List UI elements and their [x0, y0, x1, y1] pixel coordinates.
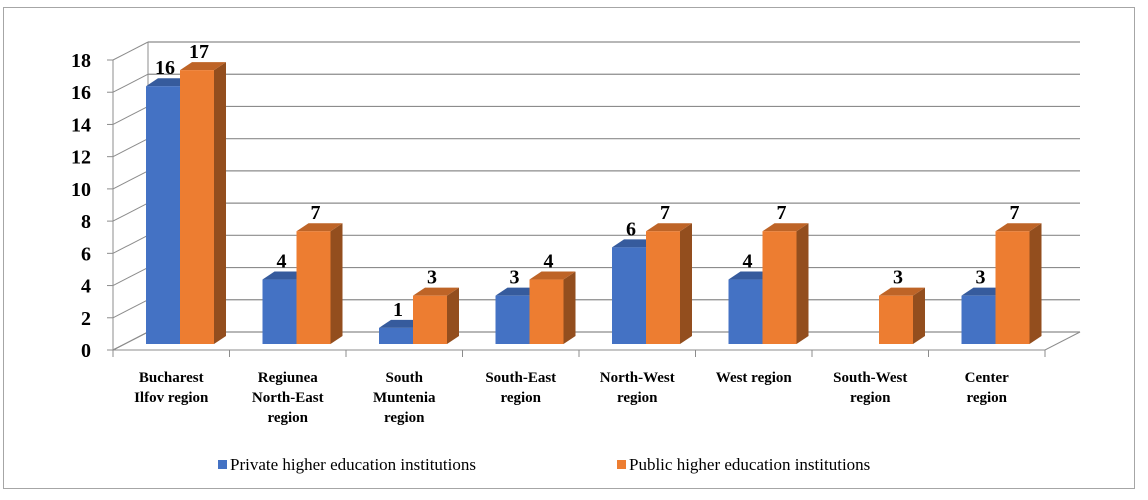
- bar-side: [447, 287, 459, 344]
- data-label: 16: [155, 57, 175, 79]
- bar-front: [296, 231, 331, 344]
- legend-item: Public higher education institutions: [617, 455, 870, 474]
- bar-top: [646, 223, 692, 232]
- y-tick-label: 2: [81, 308, 91, 330]
- data-label: 1: [393, 299, 403, 321]
- y-tick-label: 12: [71, 147, 91, 169]
- legend-swatch: [617, 460, 626, 469]
- y-tick-label: 8: [81, 211, 91, 233]
- data-label: 3: [893, 267, 903, 289]
- bar: [646, 223, 692, 344]
- x-tick-label: Center region: [965, 370, 1009, 406]
- bar-front: [995, 231, 1030, 344]
- bar-top: [413, 287, 459, 296]
- x-tick-label: Bucharest Ilfov region: [134, 370, 209, 406]
- bar-front: [379, 327, 413, 344]
- x-tick-label: Regiunea North-East region: [252, 370, 324, 426]
- legend-label: Public higher education institutions: [629, 455, 870, 474]
- bar-top: [879, 287, 925, 296]
- gridline-side: [112, 267, 149, 287]
- bar-side: [1029, 223, 1042, 344]
- gridlines: [112, 41, 1081, 351]
- bar-front: [495, 295, 530, 344]
- legend-swatch: [218, 460, 227, 469]
- x-tick-label: North-West region: [600, 370, 675, 406]
- bar-top: [296, 223, 343, 232]
- gridline-side: [112, 202, 149, 222]
- data-label: 7: [1010, 202, 1020, 224]
- legend: Private higher education institutions Pub…: [218, 455, 870, 474]
- gridline-side: [112, 138, 149, 158]
- data-label: 3: [976, 267, 986, 289]
- bar-top: [995, 223, 1042, 232]
- bar-front: [146, 86, 180, 344]
- bar: [529, 271, 576, 344]
- data-label: 7: [777, 202, 787, 224]
- bar: [180, 62, 226, 344]
- bar: [762, 223, 809, 344]
- data-label: 4: [743, 251, 753, 273]
- bar-side: [214, 62, 226, 344]
- gridline-side: [112, 105, 149, 125]
- y-tick-label: 4: [81, 276, 91, 298]
- bar-side: [330, 223, 343, 344]
- bar-front: [961, 295, 996, 344]
- gridline-side: [112, 73, 149, 93]
- bar-side: [913, 287, 925, 344]
- bar-front: [180, 70, 214, 344]
- gridline-side: [112, 41, 149, 61]
- bar-front: [762, 231, 797, 344]
- data-label: 6: [626, 218, 636, 240]
- gridline-side: [112, 299, 149, 319]
- y-tick-label: 0: [81, 340, 91, 362]
- bar-front: [728, 279, 763, 344]
- bar-front: [612, 247, 646, 344]
- data-label: 17: [189, 41, 209, 63]
- legend-item: Private higher education institutions: [218, 455, 476, 474]
- bar-front: [413, 295, 447, 344]
- gridline-side: [112, 234, 149, 254]
- x-tick-label: West region: [716, 370, 793, 386]
- bar-front: [646, 231, 680, 344]
- bar: [413, 287, 459, 344]
- data-label: 4: [277, 251, 287, 273]
- bar-side: [680, 223, 692, 344]
- legend-label: Private higher education institutions: [230, 455, 476, 474]
- bar-front: [262, 279, 297, 344]
- floor: [112, 331, 1081, 351]
- bar-front: [529, 279, 564, 344]
- data-label: 3: [427, 267, 437, 289]
- bar-front: [879, 295, 913, 344]
- x-tick-label: South-East region: [485, 370, 556, 406]
- data-label: 7: [660, 202, 670, 224]
- bar-top: [529, 271, 576, 280]
- x-axis: Bucharest Ilfov region Regiunea North-East r…: [112, 349, 1046, 426]
- bar-side: [563, 271, 576, 344]
- bar-top: [762, 223, 809, 232]
- y-tick-label: 16: [71, 82, 91, 104]
- bar: [995, 223, 1042, 344]
- x-tick-label: South Muntenia region: [373, 370, 436, 426]
- y-tick-label: 18: [71, 50, 91, 72]
- x-tick-label: South-West region: [833, 370, 907, 406]
- data-label: 7: [311, 202, 321, 224]
- bar-top: [180, 62, 226, 71]
- y-axis: 0 2 4 6 8 10 12 14 16 18: [71, 50, 114, 362]
- y-tick-label: 14: [71, 114, 91, 136]
- y-tick-label: 10: [71, 179, 91, 201]
- bars: 16 17 4 7 1 3 3 4 6 7 4 7 3 3 7: [146, 41, 1042, 344]
- data-label: 4: [544, 251, 554, 273]
- bar: [879, 287, 925, 344]
- data-label: 3: [510, 267, 520, 289]
- y-tick-label: 6: [81, 243, 91, 265]
- bar: [296, 223, 343, 344]
- gridline-side: [112, 170, 149, 190]
- bar-side: [796, 223, 809, 344]
